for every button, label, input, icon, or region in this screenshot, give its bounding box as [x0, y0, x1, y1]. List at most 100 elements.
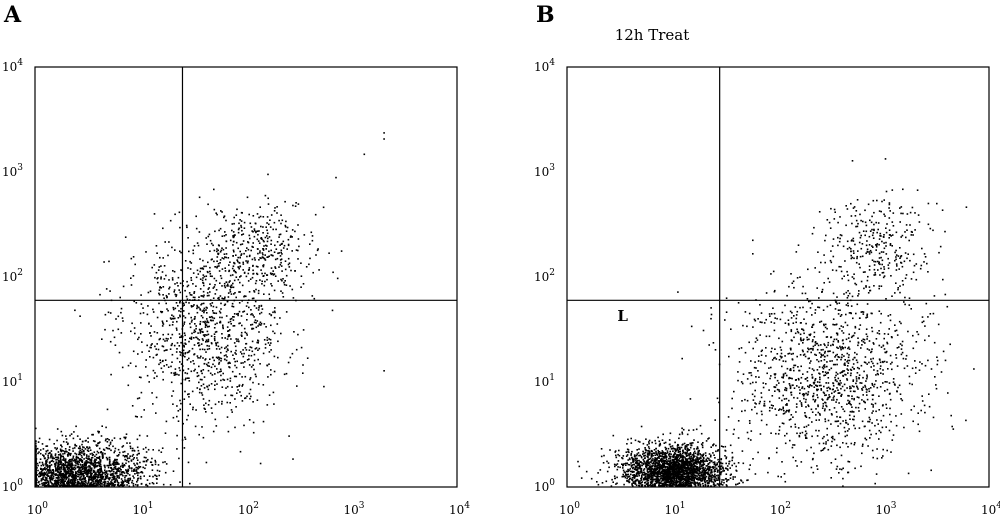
event-dot: [165, 294, 168, 297]
event-dot: [674, 472, 676, 474]
event-dot: [211, 302, 214, 304]
event-dot: [207, 203, 209, 206]
event-dot: [644, 477, 647, 480]
event-dot: [61, 477, 63, 480]
event-dot: [266, 232, 269, 235]
event-dot: [243, 424, 245, 427]
event-dot: [82, 453, 85, 455]
event-dot: [708, 479, 711, 482]
event-dot: [625, 451, 628, 453]
event-dot: [113, 484, 115, 487]
event-dot: [300, 275, 303, 277]
event-dot: [626, 473, 628, 476]
event-dot: [147, 291, 150, 294]
event-dot: [72, 464, 74, 467]
event-dot: [118, 470, 120, 472]
event-dot: [291, 229, 294, 231]
event-dot: [186, 377, 189, 379]
event-dot: [692, 442, 694, 444]
event-dot: [124, 475, 126, 477]
event-dot: [647, 473, 649, 475]
event-dot: [676, 445, 679, 447]
event-dot: [97, 470, 100, 472]
event-dot: [197, 338, 199, 340]
event-dot: [136, 438, 139, 441]
event-dot: [95, 453, 98, 456]
event-dot: [214, 230, 216, 233]
event-dot: [196, 304, 198, 307]
event-dot: [206, 321, 208, 324]
event-dot: [60, 444, 62, 447]
event-dot: [197, 342, 200, 344]
event-dot: [272, 274, 275, 276]
event-dot: [112, 482, 114, 485]
event-dot: [231, 411, 233, 413]
event-dot: [165, 274, 167, 277]
event-dot: [138, 434, 141, 437]
event-dot: [684, 476, 687, 478]
event-dot: [92, 464, 95, 466]
event-dot: [245, 295, 247, 298]
event-dot: [167, 366, 170, 368]
event-dot: [717, 450, 719, 452]
event-dot: [132, 482, 135, 485]
event-dot: [229, 329, 231, 331]
event-dot: [252, 273, 254, 275]
event-dot: [219, 368, 222, 371]
event-dot: [109, 443, 112, 445]
event-dot: [135, 470, 137, 472]
event-dot: [249, 222, 252, 225]
event-dot: [101, 425, 103, 427]
event-dot: [35, 440, 37, 443]
event-dot: [187, 267, 189, 269]
event-dot: [118, 467, 120, 469]
event-dot: [60, 461, 62, 464]
event-dot: [628, 469, 630, 471]
event-dot: [233, 234, 236, 236]
event-dot: [672, 450, 674, 452]
event-dot: [231, 274, 234, 276]
event-dot: [250, 354, 253, 357]
event-dot: [40, 478, 43, 480]
event-dot: [189, 294, 192, 296]
event-dot: [255, 231, 257, 234]
event-dot: [259, 462, 262, 465]
event-dot: [214, 293, 217, 295]
event-dot: [47, 454, 49, 457]
event-dot: [117, 328, 120, 331]
event-dot: [158, 293, 161, 296]
event-dot: [103, 464, 106, 467]
event-dot: [106, 464, 108, 467]
event-dot: [666, 485, 668, 487]
event-dot: [146, 479, 149, 481]
event-dot: [35, 427, 37, 430]
event-dot: [163, 349, 166, 352]
event-dot: [49, 466, 51, 469]
event-dot: [121, 473, 123, 476]
event-dot: [187, 351, 190, 353]
event-dot: [230, 338, 232, 340]
event-dot: [109, 483, 112, 486]
event-dot: [101, 338, 103, 340]
event-dot: [45, 485, 48, 487]
event-dot: [224, 267, 226, 269]
event-dot: [93, 469, 95, 472]
event-dot: [180, 382, 182, 385]
event-dot: [126, 455, 128, 458]
event-dot: [56, 447, 58, 449]
event-dot: [46, 484, 49, 486]
event-dot: [54, 463, 56, 466]
event-dot: [189, 268, 192, 270]
event-dot: [239, 219, 241, 221]
event-dot: [702, 473, 704, 476]
event-dot: [124, 456, 126, 458]
event-dot: [96, 470, 99, 473]
event-dot: [73, 431, 75, 433]
event-dot: [130, 257, 133, 260]
event-dot: [161, 325, 164, 327]
event-dot: [668, 439, 671, 441]
event-dot: [209, 303, 212, 305]
event-dot: [227, 330, 230, 332]
event-dot: [80, 469, 82, 472]
event-dot: [220, 277, 223, 280]
